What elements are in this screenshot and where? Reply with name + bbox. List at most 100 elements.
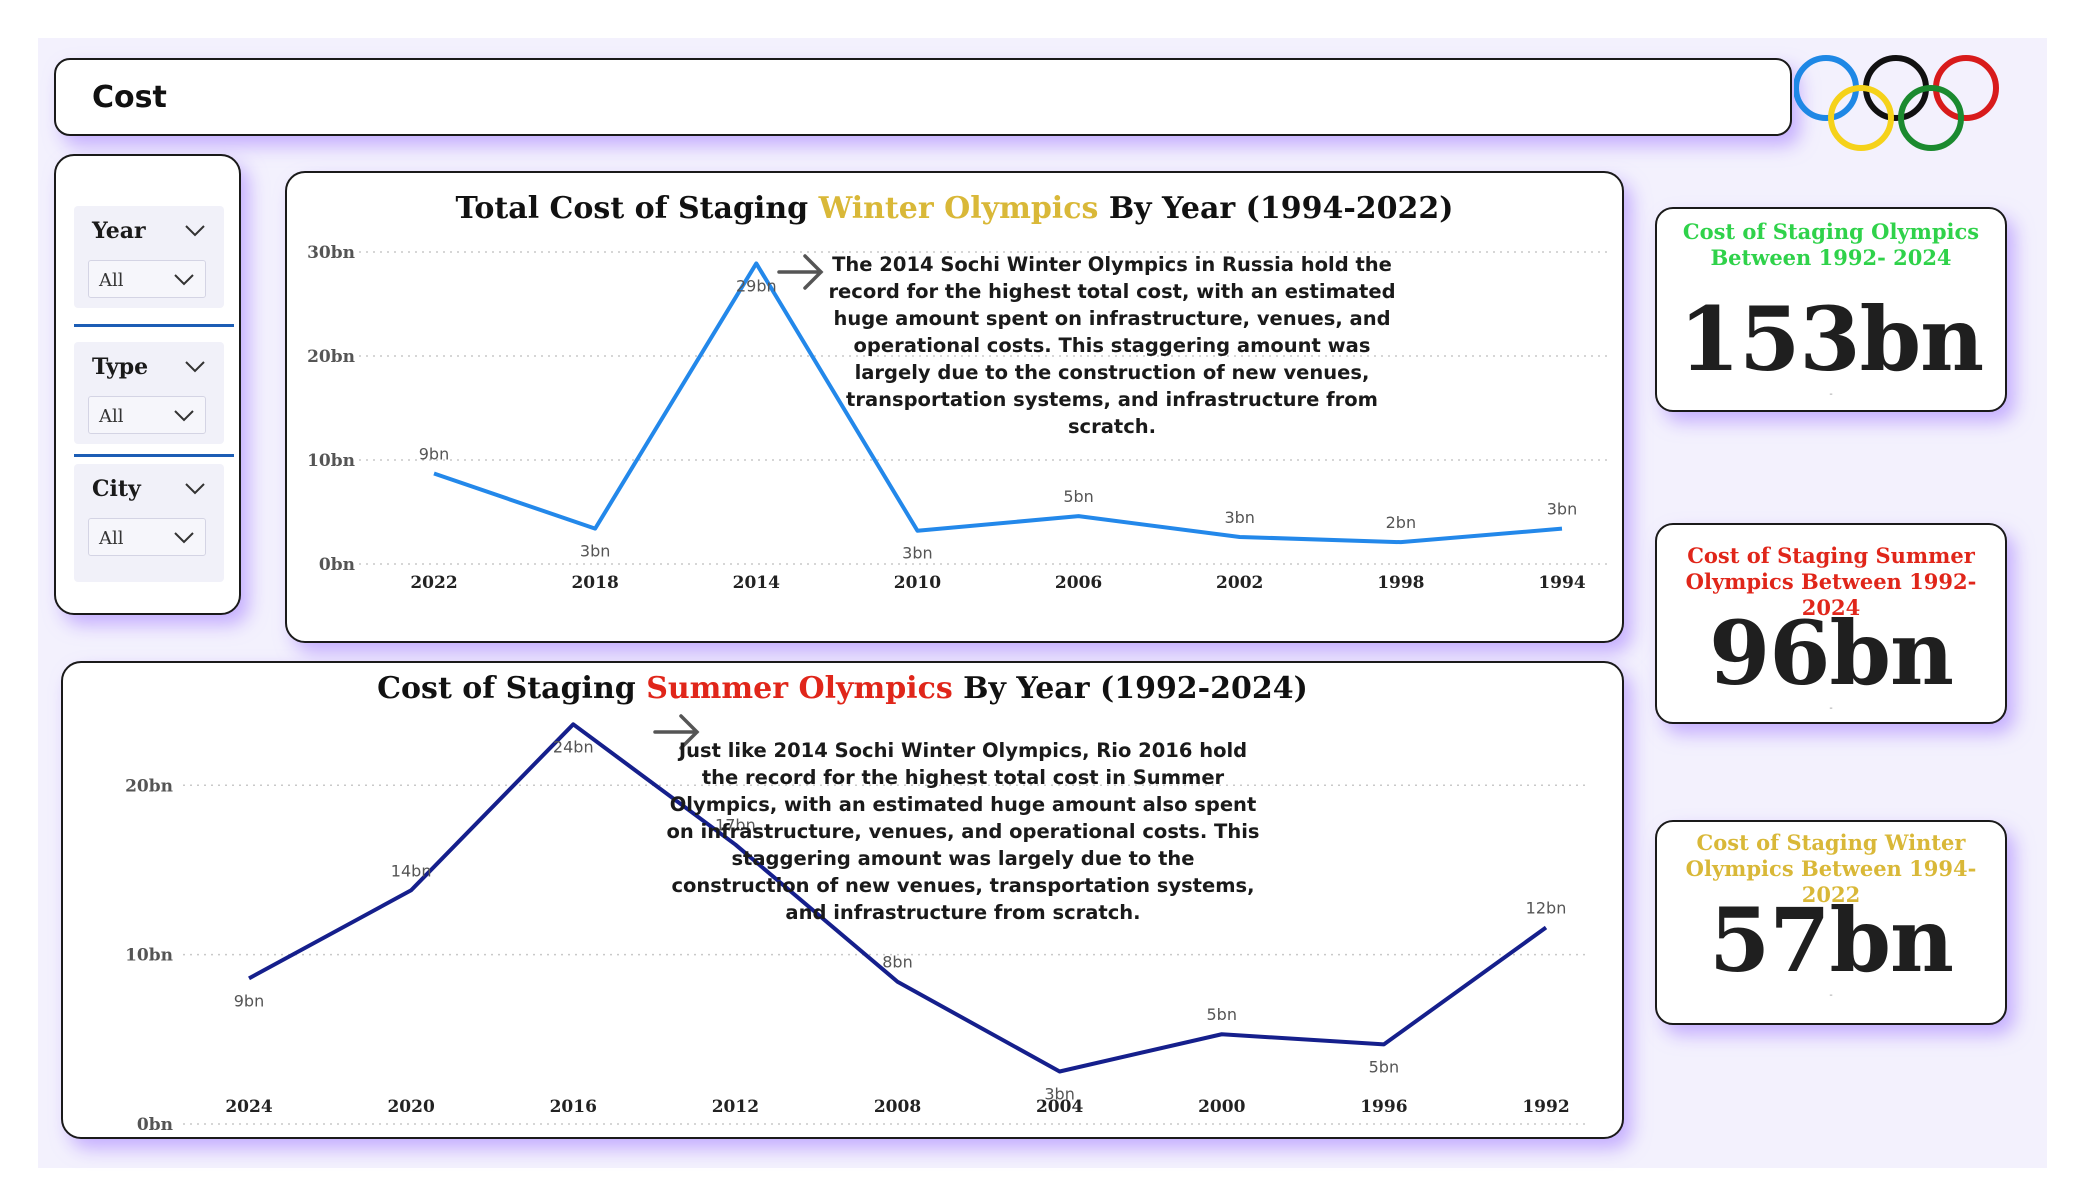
kpi-winter-cost: Cost of Staging Winter Olympics Between …	[1655, 820, 2007, 1025]
x-tick-label: 2016	[550, 1097, 597, 1117]
arrow-right-icon	[653, 714, 700, 750]
type-dropdown-value: All	[99, 406, 124, 427]
series-line	[433, 261, 1563, 545]
summer-cost-chart: Cost of Staging Summer Olympics By Year …	[61, 661, 1624, 1139]
chevron-down-icon[interactable]	[184, 482, 206, 496]
type-slicer-label: Type	[92, 354, 149, 380]
summer-line-chart: 0bn 10bn 20bn 2024 2020 2016 2012 2008 2004 2000 1…	[125, 714, 1588, 1135]
kpi-total-value: 153bn	[1678, 287, 1984, 391]
title-bar: Cost	[54, 58, 1792, 136]
kpi-total-title-line1: Cost of Staging Olympics	[1682, 219, 1980, 244]
data-label: 9bn	[234, 991, 264, 1010]
kpi-winter-title-line1: Cost of Staging Winter	[1696, 830, 1966, 855]
x-tick-label: 1994	[1538, 573, 1585, 593]
summer-title-highlight: Summer Olympics	[646, 671, 953, 706]
kpi-total-title: Cost of Staging Olympics Between 1992- 2…	[1657, 219, 2005, 271]
x-tick-label: 2018	[571, 573, 618, 593]
y-tick-label: 10bn	[125, 946, 173, 966]
yellow-ring-icon	[1828, 85, 1894, 151]
chevron-down-icon	[174, 532, 194, 544]
data-label: 29bn	[736, 276, 777, 295]
city-dropdown[interactable]: All	[88, 518, 206, 556]
data-label: 5bn	[1369, 1057, 1399, 1076]
slicer-divider	[74, 324, 234, 327]
city-slicer-label: City	[92, 476, 141, 502]
summer-title-post: By Year (1992-2024)	[952, 671, 1308, 706]
kpi-summer-title: Cost of Staging Summer Olympics Between …	[1657, 543, 2005, 621]
data-label: 12bn	[1526, 899, 1567, 918]
winter-title-post: By Year (1994-2022)	[1098, 191, 1454, 226]
winter-title-highlight: Winter Olympics	[818, 191, 1099, 226]
kpi-summer-title-line1: Cost of Staging Summer	[1687, 543, 1975, 568]
type-slicer: Type All	[74, 342, 224, 444]
page-title: Cost	[92, 80, 167, 115]
year-slicer: Year All	[74, 206, 224, 308]
y-tick-label: 20bn	[125, 776, 173, 796]
olympic-rings-logo	[1794, 55, 1999, 151]
y-tick-label: 0bn	[137, 1115, 173, 1135]
summer-annotation: Just like 2014 Sochi Winter Olympics, Ri…	[666, 739, 1260, 924]
x-tick-label: 2010	[894, 573, 941, 593]
kpi-summer-value: 96bn	[1709, 601, 1954, 705]
x-tick-label: 2012	[712, 1097, 759, 1117]
x-tick-label: 2004	[1036, 1097, 1083, 1117]
kpi-total-cost: Cost of Staging Olympics Between 1992- 2…	[1655, 207, 2007, 412]
x-tick-label: 2006	[1055, 573, 1102, 593]
data-label: 5bn	[1207, 1005, 1237, 1024]
green-ring-icon	[1898, 85, 1964, 151]
year-dropdown-value: All	[99, 270, 124, 291]
x-tick-label: 2024	[225, 1097, 272, 1117]
blue-ring-icon	[1794, 55, 1859, 121]
kpi-summer-cost: Cost of Staging Summer Olympics Between …	[1655, 523, 2007, 724]
x-tick-label: 2002	[1216, 573, 1263, 593]
kpi-total-footnote: -	[1829, 389, 1833, 400]
kpi-summer-title-line2: Olympics Between 1992- 2024	[1685, 569, 1977, 620]
data-label: 3bn	[1547, 500, 1577, 519]
type-dropdown[interactable]: All	[88, 396, 206, 434]
x-tick-label: 2008	[874, 1097, 921, 1117]
chevron-down-icon[interactable]	[184, 224, 206, 238]
winter-annotation: The 2014 Sochi Winter Olympics in Russia…	[828, 253, 1396, 438]
data-label: 2bn	[1386, 513, 1416, 532]
y-tick-label: 20bn	[307, 347, 355, 367]
data-label: 3bn	[1224, 508, 1254, 527]
arrow-right-icon	[777, 254, 824, 290]
data-label: 5bn	[1063, 487, 1093, 506]
filter-panel: Year All Type All City All	[54, 154, 241, 615]
data-label: 3bn	[1044, 1084, 1074, 1103]
kpi-winter-title-line2: Olympics Between 1994- 2022	[1685, 856, 1977, 907]
kpi-total-title-line2: Between 1992- 2024	[1710, 245, 1952, 270]
data-label: 24bn	[553, 737, 594, 756]
chevron-down-icon	[174, 274, 194, 286]
data-label: 8bn	[882, 953, 912, 972]
slicer-divider	[74, 454, 234, 457]
kpi-winter-title: Cost of Staging Winter Olympics Between …	[1657, 830, 2005, 908]
x-tick-label: 1996	[1360, 1097, 1407, 1117]
x-tick-label: 2020	[387, 1097, 434, 1117]
city-dropdown-value: All	[99, 528, 124, 549]
black-ring-icon	[1863, 55, 1929, 121]
year-dropdown[interactable]: All	[88, 260, 206, 298]
data-label: 9bn	[419, 445, 449, 464]
series-line	[248, 722, 1548, 1074]
kpi-winter-value: 57bn	[1709, 888, 1954, 992]
data-label: 3bn	[580, 542, 610, 561]
x-tick-label: 2000	[1198, 1097, 1245, 1117]
chevron-down-icon[interactable]	[184, 360, 206, 374]
y-tick-label: 30bn	[307, 243, 355, 263]
winter-chart-title: Total Cost of Staging Winter Olympics By…	[287, 191, 1622, 226]
data-label: 17bn	[715, 816, 756, 835]
summer-chart-title: Cost of Staging Summer Olympics By Year …	[63, 671, 1622, 706]
chevron-down-icon	[174, 410, 194, 422]
winter-line-chart: 0bn 10bn 20bn 30bn 2022 2018 2014 2010 2006 2002 1…	[307, 243, 1607, 593]
y-tick-label: 10bn	[307, 451, 355, 471]
winter-cost-chart: Total Cost of Staging Winter Olympics By…	[285, 171, 1624, 643]
x-tick-label: 2014	[733, 573, 780, 593]
kpi-summer-footnote: -	[1829, 703, 1833, 714]
summer-title-pre: Cost of Staging	[377, 671, 647, 706]
winter-title-pre: Total Cost of Staging	[455, 191, 819, 226]
kpi-winter-footnote: -	[1829, 990, 1833, 1001]
x-tick-label: 1992	[1522, 1097, 1569, 1117]
y-tick-label: 0bn	[319, 555, 355, 575]
x-tick-label: 1998	[1377, 573, 1424, 593]
